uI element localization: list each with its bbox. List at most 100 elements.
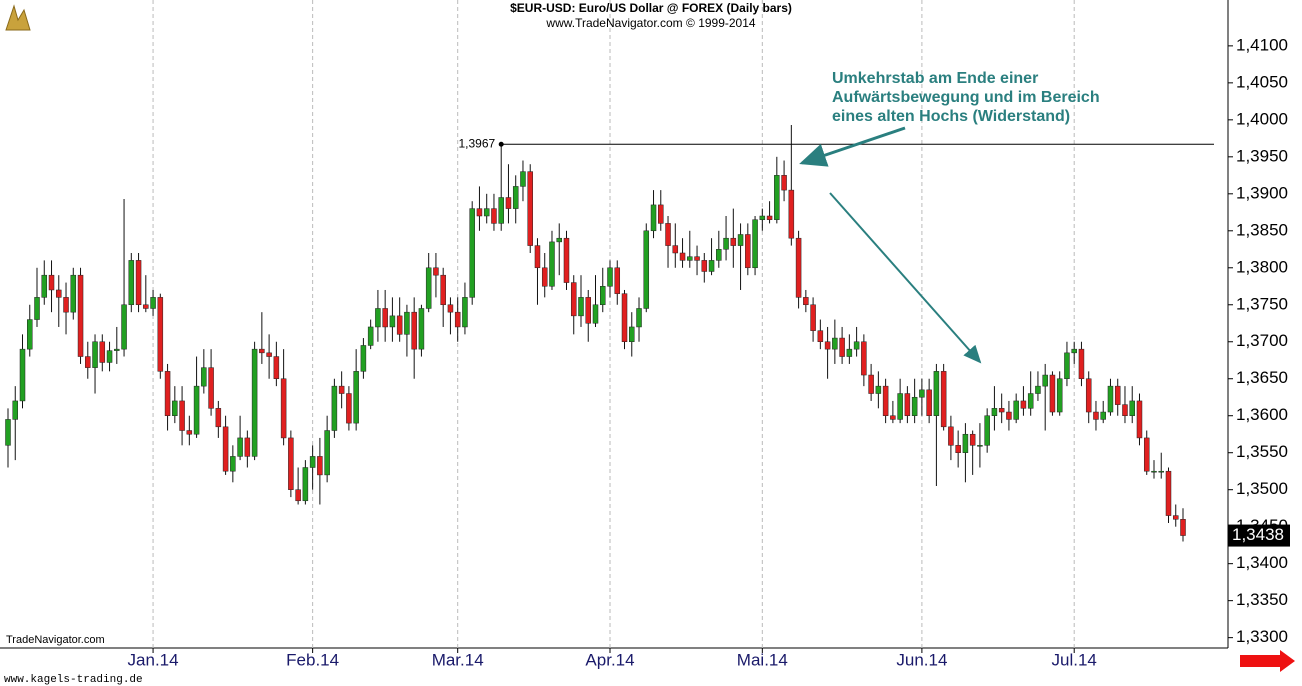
candle-body xyxy=(803,297,809,306)
candle-body xyxy=(701,260,708,272)
y-tick-label: 1,3850 xyxy=(1236,220,1288,239)
chart-subtitle: www.TradeNavigator.com © 1999-2014 xyxy=(545,16,755,30)
candle-body xyxy=(578,297,584,317)
candle-body xyxy=(1143,437,1150,472)
candle-body xyxy=(926,389,932,416)
candle-body xyxy=(570,282,577,317)
candle-body xyxy=(469,208,475,298)
candle-body xyxy=(541,267,548,287)
candle-body xyxy=(208,367,214,409)
y-tick-label: 1,3650 xyxy=(1236,368,1288,387)
candle-body xyxy=(346,393,352,424)
candle-body xyxy=(1020,400,1027,409)
arrow xyxy=(799,126,906,167)
candle-body xyxy=(266,352,272,357)
candle-body xyxy=(172,400,178,416)
candle-body xyxy=(991,408,998,416)
annotation: Umkehrstab am Ende einer xyxy=(832,70,1038,87)
candle-body xyxy=(5,419,11,446)
candle-body xyxy=(462,297,468,328)
candle-body xyxy=(382,308,388,328)
candle-body xyxy=(454,311,461,328)
x-tick-label: Jun.14 xyxy=(896,650,947,669)
candle-body xyxy=(919,389,925,398)
candle-body xyxy=(230,456,236,472)
candle-body xyxy=(92,341,98,368)
candle-body xyxy=(672,245,679,254)
candle-body xyxy=(135,260,142,306)
candle-body xyxy=(955,445,961,453)
candle-body xyxy=(483,208,490,217)
candle-body xyxy=(730,237,737,246)
candle-body xyxy=(832,337,838,350)
candle-body xyxy=(694,256,700,261)
candle-body xyxy=(824,341,831,350)
candle-body xyxy=(215,408,222,428)
y-tick-label: 1,3700 xyxy=(1236,331,1288,350)
y-tick-label: 1,3600 xyxy=(1236,405,1288,424)
logo xyxy=(5,4,31,31)
candle-body xyxy=(962,433,969,453)
candle-body xyxy=(425,267,432,309)
candle-body xyxy=(795,237,802,298)
y-tick-label: 1,3350 xyxy=(1236,590,1288,609)
candle-body xyxy=(70,274,77,313)
candle-body xyxy=(1042,374,1048,387)
candle-body xyxy=(687,256,693,261)
candle-body xyxy=(433,267,439,276)
candle-body xyxy=(302,467,309,502)
candle-body xyxy=(121,304,127,350)
candle-body xyxy=(658,204,664,224)
candle-body xyxy=(563,237,570,283)
candle-body xyxy=(1078,348,1085,379)
resistance-dot xyxy=(498,141,504,147)
candle-body xyxy=(447,304,454,313)
candle-body xyxy=(592,304,599,324)
x-tick-label: Jul.14 xyxy=(1052,650,1097,669)
candle-body xyxy=(143,304,149,309)
candle-body xyxy=(1006,411,1012,420)
candle-body xyxy=(1180,519,1186,536)
candle-body xyxy=(1158,470,1164,473)
candle-body xyxy=(1100,411,1106,420)
candle-body xyxy=(389,315,396,328)
candle-body xyxy=(839,337,845,357)
candle-body xyxy=(128,260,135,306)
last-price-box xyxy=(1228,524,1290,547)
watermark: TradeNavigator.com xyxy=(6,634,105,646)
candle-body xyxy=(56,289,62,298)
candle-body xyxy=(998,408,1005,413)
candle-body xyxy=(259,348,265,354)
candle-body xyxy=(324,430,330,476)
candle-body xyxy=(614,267,621,294)
candle-body xyxy=(1013,400,1019,420)
candle-body xyxy=(549,241,555,287)
y-tick-label: 1,3900 xyxy=(1236,183,1288,202)
candle-body xyxy=(1056,378,1063,413)
candle-body xyxy=(48,274,55,291)
candle-body xyxy=(1049,374,1056,413)
candle-body xyxy=(969,433,976,446)
candle-body xyxy=(665,223,671,246)
candle-body xyxy=(1172,515,1179,520)
candle-body xyxy=(1107,385,1114,413)
candle-body xyxy=(85,356,91,368)
candle-body xyxy=(911,396,918,416)
next-arrow[interactable] xyxy=(1240,650,1295,672)
candle-body xyxy=(404,311,410,335)
chart-title: $EUR-USD: Euro/US Dollar @ FOREX (Daily … xyxy=(510,1,792,15)
candle-body xyxy=(476,208,483,217)
candle-body xyxy=(853,341,860,350)
annotation: eines alten Hochs (Widerstand) xyxy=(832,108,1070,125)
candle-body xyxy=(716,249,722,261)
candle-body xyxy=(890,415,896,420)
candle-body xyxy=(12,400,19,420)
candle-body xyxy=(491,208,497,224)
candle-body xyxy=(63,297,69,313)
candle-body xyxy=(360,345,367,372)
resistance-label: 1,3967 xyxy=(459,136,496,150)
y-tick-label: 1,4050 xyxy=(1236,72,1288,91)
candle-body xyxy=(411,311,417,350)
x-tick-label: Mar.14 xyxy=(432,650,484,669)
candle-body xyxy=(940,371,947,428)
